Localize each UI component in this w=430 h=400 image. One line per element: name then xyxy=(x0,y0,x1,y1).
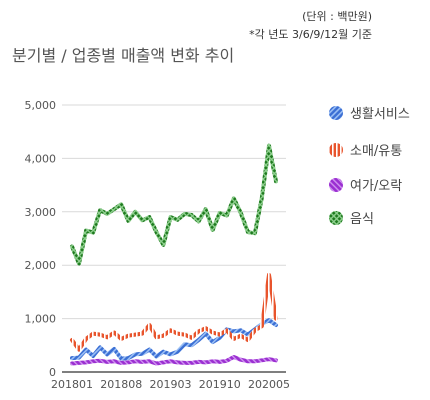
x-tick-label: 201801 xyxy=(51,378,93,391)
chart-title: 분기별 / 업종별 매출액 변화 추이 xyxy=(12,46,235,65)
y-tick-label: 4,000 xyxy=(25,152,57,165)
unit-note: (단위 : 백만원) xyxy=(302,10,372,23)
y-tick-label: 1,000 xyxy=(25,313,57,326)
legend-label: 음식 xyxy=(350,212,374,227)
legend-label: 소매/유통 xyxy=(350,144,402,159)
x-tick-label: 201910 xyxy=(199,378,241,391)
y-tick-label: 5,000 xyxy=(25,99,57,112)
legend-label: 생활서비스 xyxy=(350,107,410,122)
legend-label: 여가/오락 xyxy=(350,179,402,194)
x-tick-label: 201808 xyxy=(100,378,142,391)
x-tick-label: 202005 xyxy=(248,378,290,391)
series-line-1 xyxy=(70,318,278,361)
basis-note: *각 년도 3/6/9/12월 기준 xyxy=(249,28,372,41)
series-line-3 xyxy=(70,355,278,366)
y-axis: 0 1,000 2,000 3,000 4,000 5,000 xyxy=(25,99,57,379)
legend-marker xyxy=(329,106,343,120)
legend-marker xyxy=(329,178,343,192)
legend-marker xyxy=(329,211,343,225)
y-tick-label: 2,000 xyxy=(25,259,57,272)
series-lines xyxy=(70,143,278,366)
series-line-2 xyxy=(70,272,278,352)
y-tick-label: 0 xyxy=(49,366,56,379)
y-tick-label: 3,000 xyxy=(25,206,57,219)
legend-marker xyxy=(329,143,343,157)
grid-lines xyxy=(62,104,286,373)
x-tick-label: 201903 xyxy=(149,378,191,391)
series-line-4 xyxy=(70,143,278,266)
x-axis: 201801 201808 201903 201910 202005 xyxy=(51,378,290,391)
